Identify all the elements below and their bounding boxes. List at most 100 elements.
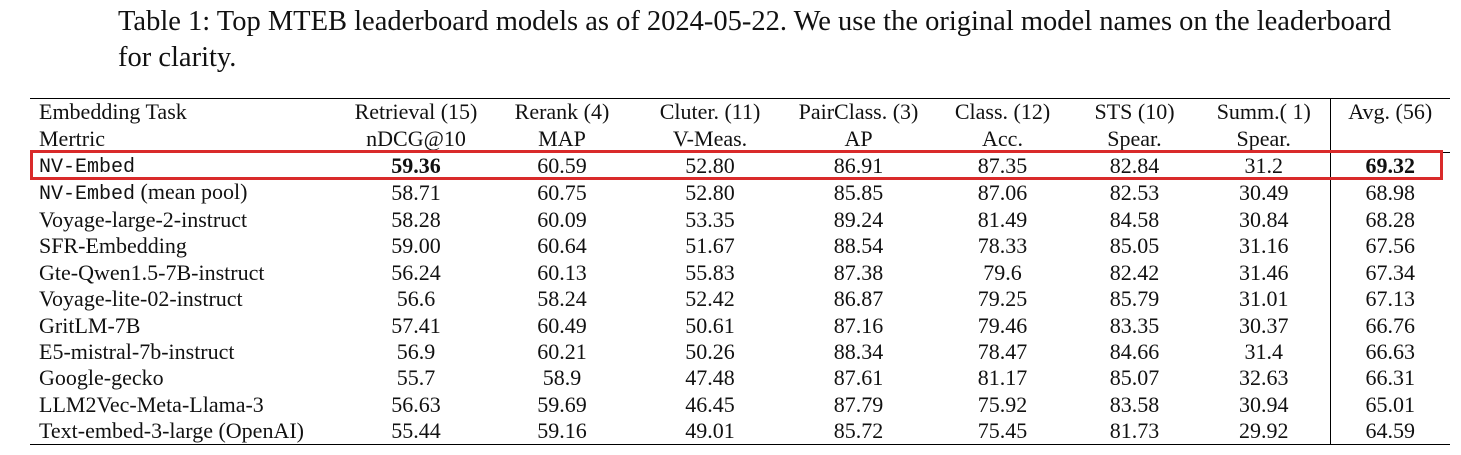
value-cell: 30.94 bbox=[1239, 391, 1289, 417]
model-cell: LLM2Vec-Meta-Llama-3 bbox=[30, 392, 345, 418]
value-cell: 52.80 bbox=[685, 180, 735, 206]
header-cell: Cluter. (11) bbox=[637, 98, 783, 126]
value-cell: 31.2 bbox=[1244, 153, 1284, 179]
value-cell: 59.69 bbox=[537, 391, 587, 417]
data-row: Gte-Qwen1.5-7B-instruct 56.24 60.13 55.83 87… bbox=[30, 259, 1450, 286]
value-cell: 30.37 bbox=[1239, 312, 1289, 338]
model-variant: (mean pool) bbox=[140, 178, 248, 204]
value-cell: 87.61 bbox=[833, 365, 884, 391]
value-cell: 49.01 bbox=[637, 417, 783, 446]
value-cell: 64.59 bbox=[1329, 417, 1450, 446]
value-cell: 84.58 bbox=[1109, 206, 1160, 232]
value-cell: 83.35 bbox=[1109, 312, 1160, 338]
value-cell: 47.48 bbox=[685, 365, 735, 391]
header-cell: nDCG@10 bbox=[345, 125, 487, 153]
model-cell: Gte-Qwen1.5-7B-instruct bbox=[30, 260, 345, 286]
value-cell: 85.07 bbox=[1109, 365, 1160, 391]
value-cell: 78.47 bbox=[977, 338, 1028, 364]
value-cell: 66.63 bbox=[1329, 338, 1450, 366]
value-cell: 82.42 bbox=[1109, 259, 1160, 285]
value-cell: 60.09 bbox=[537, 206, 587, 232]
value-cell: 69.32 bbox=[1329, 152, 1450, 180]
value-cell: 67.56 bbox=[1329, 233, 1450, 260]
header-cell: Mertric bbox=[30, 125, 345, 153]
value-cell: 60.75 bbox=[537, 180, 587, 206]
value-cell: 87.16 bbox=[833, 312, 884, 338]
data-row: NV-Embed (mean pool) 58.71 60.75 52.80 85.85… bbox=[30, 178, 1450, 207]
model-cell: NV-Embed bbox=[30, 152, 345, 180]
value-cell: 55.7 bbox=[396, 365, 436, 391]
value-cell: 87.06 bbox=[977, 180, 1028, 206]
value-cell: 86.91 bbox=[833, 153, 884, 179]
header-cell: Summ.( 1) bbox=[1198, 98, 1330, 126]
header-cell: Class. (12) bbox=[934, 98, 1071, 126]
value-cell: 66.76 bbox=[1329, 312, 1450, 339]
data-row: Voyage-lite-02-instruct 56.6 58.24 52.42 86.… bbox=[30, 285, 1450, 313]
model-name: GritLM-7B bbox=[39, 312, 141, 338]
value-cell: 46.45 bbox=[685, 391, 735, 417]
model-cell: GritLM-7B bbox=[30, 312, 345, 338]
value-cell: 56.63 bbox=[391, 391, 441, 417]
caption: Table 1: Top MTEB leaderboard models as … bbox=[118, 6, 1392, 73]
value-cell: 56.9 bbox=[396, 338, 436, 364]
value-cell: 51.67 bbox=[685, 233, 735, 259]
value-cell: 82.53 bbox=[1109, 180, 1160, 206]
value-cell: 75.92 bbox=[977, 391, 1028, 417]
value-cell: 31.46 bbox=[1239, 259, 1289, 285]
value-cell: 30.84 bbox=[1239, 206, 1289, 232]
header-cell: STS (10) bbox=[1071, 98, 1198, 126]
value-cell: 67.13 bbox=[1329, 285, 1450, 313]
value-cell: 68.98 bbox=[1329, 179, 1450, 207]
value-cell: 55.44 bbox=[345, 417, 487, 446]
value-cell: 81.49 bbox=[977, 206, 1028, 232]
model-name: Google-gecko bbox=[39, 365, 164, 391]
data-row: E5-mistral-7b-instruct 56.9 60.21 50.26 88.3… bbox=[30, 338, 1450, 366]
value-cell: 79.6 bbox=[983, 259, 1022, 285]
header-cell: V-Meas. bbox=[637, 125, 783, 153]
value-cell: 31.01 bbox=[1239, 286, 1289, 312]
header-cell: Acc. bbox=[934, 125, 1071, 153]
value-cell: 60.21 bbox=[537, 338, 587, 364]
header-cell: Avg. (56) bbox=[1329, 98, 1450, 126]
data-row: SFR-Embedding 59.00 60.64 51.67 88.54 78.33 85… bbox=[30, 233, 1450, 260]
value-cell: 79.25 bbox=[977, 286, 1028, 312]
model-name: E5-mistral-7b-instruct bbox=[39, 338, 235, 364]
header-cell: Embedding Task bbox=[30, 98, 345, 126]
header-row: Mertric nDCG@10 MAP V-Meas. AP Acc. Spear. Spea… bbox=[30, 125, 1450, 153]
header-cell: Spear. bbox=[1071, 125, 1198, 153]
value-cell: 60.59 bbox=[537, 153, 587, 179]
data-row: NV-Embed 59.36 60.59 52.80 86.91 87.35 82.84 31… bbox=[30, 152, 1450, 180]
value-cell: 84.66 bbox=[1109, 338, 1160, 364]
value-cell: 56.24 bbox=[391, 259, 441, 285]
value-cell: 57.41 bbox=[391, 312, 441, 338]
value-cell: 60.13 bbox=[537, 259, 587, 285]
value-cell: 81.73 bbox=[1071, 417, 1198, 446]
value-cell: 87.38 bbox=[833, 259, 884, 285]
header-cell: Spear. bbox=[1198, 125, 1330, 153]
value-cell: 60.49 bbox=[537, 312, 587, 338]
data-row: GritLM-7B 57.41 60.49 50.61 87.16 79.46 83.35 3… bbox=[30, 312, 1450, 339]
value-cell: 58.28 bbox=[391, 206, 441, 232]
data-row: Google-gecko 55.7 58.9 47.48 87.61 81.17 85.07… bbox=[30, 365, 1450, 392]
value-cell: 59.16 bbox=[487, 417, 637, 446]
value-cell: 30.49 bbox=[1239, 180, 1289, 206]
value-cell: 85.72 bbox=[783, 417, 934, 446]
model-name: Text-embed-3-large (OpenAI) bbox=[39, 418, 304, 444]
header-cell: Retrieval (15) bbox=[345, 98, 487, 126]
value-cell: 83.58 bbox=[1109, 391, 1160, 417]
value-cell: 88.54 bbox=[833, 233, 884, 259]
model-name: Voyage-large-2-instruct bbox=[39, 206, 248, 232]
value-cell: 31.16 bbox=[1239, 233, 1289, 259]
header-cell: AP bbox=[783, 125, 934, 153]
table: Embedding Task Retrieval (15) Rerank (4) Cl… bbox=[30, 98, 1450, 446]
data-row: LLM2Vec-Meta-Llama-3 56.63 59.69 46.45 87.79… bbox=[30, 391, 1450, 418]
value-cell: 55.83 bbox=[685, 259, 735, 285]
value-cell: 87.79 bbox=[833, 391, 884, 417]
model-name: LLM2Vec-Meta-Llama-3 bbox=[39, 391, 264, 417]
value-cell: 52.80 bbox=[685, 153, 735, 179]
value-cell: 29.92 bbox=[1198, 417, 1330, 446]
header-cell: Rerank (4) bbox=[487, 98, 637, 126]
model-cell: E5-mistral-7b-instruct bbox=[30, 339, 345, 365]
value-cell: 60.64 bbox=[537, 233, 587, 259]
